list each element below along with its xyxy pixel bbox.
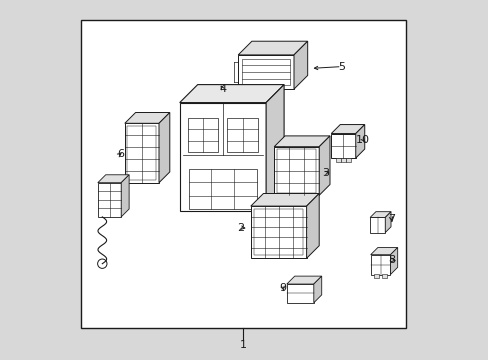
Bar — [188, 169, 257, 209]
Bar — [370, 255, 390, 275]
Bar — [346, 158, 351, 162]
Polygon shape — [385, 212, 390, 233]
Bar — [124, 123, 159, 183]
Polygon shape — [159, 112, 169, 183]
Bar — [250, 206, 306, 258]
Text: 4: 4 — [219, 84, 226, 94]
Bar — [274, 147, 319, 195]
Polygon shape — [179, 85, 284, 103]
Bar — [227, 118, 258, 152]
Bar — [179, 103, 265, 211]
Bar — [330, 134, 355, 158]
Polygon shape — [124, 112, 169, 123]
Bar — [335, 158, 340, 162]
Polygon shape — [293, 41, 307, 89]
Polygon shape — [274, 136, 329, 147]
Text: 5: 5 — [338, 62, 345, 72]
Text: 2: 2 — [237, 222, 244, 233]
Polygon shape — [319, 136, 329, 195]
Bar — [127, 126, 156, 180]
Bar — [340, 158, 346, 162]
Bar — [381, 274, 386, 279]
Polygon shape — [313, 276, 321, 303]
Text: 7: 7 — [387, 213, 394, 224]
Polygon shape — [306, 194, 319, 258]
Bar — [286, 284, 313, 303]
Text: 9: 9 — [279, 283, 286, 293]
Polygon shape — [355, 125, 364, 158]
Polygon shape — [370, 248, 397, 255]
Polygon shape — [265, 85, 284, 211]
Bar — [242, 59, 289, 85]
Bar — [98, 183, 121, 217]
Bar — [81, 20, 406, 328]
Text: 6: 6 — [117, 149, 123, 159]
Text: 8: 8 — [387, 255, 394, 265]
Polygon shape — [121, 175, 129, 217]
Bar — [238, 55, 293, 89]
Polygon shape — [98, 175, 129, 183]
Bar — [276, 149, 316, 193]
Polygon shape — [369, 212, 390, 217]
Bar — [187, 118, 218, 152]
Text: 1: 1 — [240, 340, 246, 350]
Polygon shape — [390, 248, 397, 275]
Text: 10: 10 — [356, 135, 369, 145]
Polygon shape — [286, 276, 321, 284]
Polygon shape — [330, 125, 364, 134]
Bar — [369, 217, 385, 233]
Polygon shape — [250, 194, 319, 206]
Text: 3: 3 — [322, 168, 329, 178]
Bar — [254, 210, 303, 255]
Polygon shape — [238, 41, 307, 55]
Bar — [374, 274, 379, 279]
